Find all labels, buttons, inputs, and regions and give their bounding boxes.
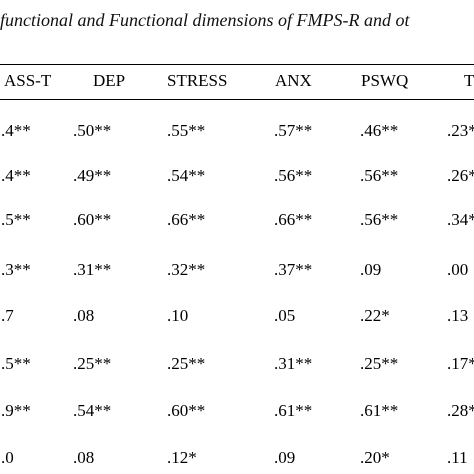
table-cell: .37**: [274, 260, 313, 279]
table-cell: .49**: [73, 166, 112, 185]
table-cell: .5**: [1, 210, 31, 229]
table-cell: .50**: [73, 121, 112, 140]
table-cell: .61**: [274, 401, 313, 420]
table-cell: .54**: [167, 166, 206, 185]
table-cell: .25**: [167, 354, 206, 373]
table-cell: .56**: [360, 166, 399, 185]
column-header-pswq: PSWQ: [361, 71, 409, 90]
table-cell: .09: [274, 448, 296, 467]
table-cell: .08: [73, 448, 95, 467]
table-cell: .25**: [73, 354, 112, 373]
table-row: .3** .31** .32** .37** .09 .00: [0, 259, 474, 283]
table-cell: .12*: [167, 448, 197, 467]
table-cell: .66**: [167, 210, 206, 229]
table-cell: .31**: [274, 354, 313, 373]
table-cell: .4**: [1, 166, 31, 185]
table-cell: .05: [274, 306, 296, 325]
table-cell: .09: [360, 260, 382, 279]
table-cell: .46**: [360, 121, 399, 140]
table-cell: .4**: [1, 121, 31, 140]
table-row: .4** .49** .54** .56** .56** .26*: [0, 165, 474, 189]
table-cell: .31**: [73, 260, 112, 279]
column-header-stress: STRESS: [167, 71, 228, 90]
table-cell: .66**: [274, 210, 313, 229]
table-cell: .3**: [1, 260, 31, 279]
table-cell: .26*: [447, 166, 474, 185]
table-cell: .11: [447, 448, 468, 467]
table-row: .5** .60** .66** .66** .56** .34*: [0, 209, 474, 233]
table-cell: .00: [447, 260, 469, 279]
column-header-ass-t: ASS-T: [4, 71, 52, 90]
table-row: .5** .25** .25** .31** .25** .17*: [0, 353, 474, 377]
table-cell: .13: [447, 306, 469, 325]
table-cell: .17*: [447, 354, 474, 373]
table-cell: .25**: [360, 354, 399, 373]
table-cell: .55**: [167, 121, 206, 140]
table-cell: .60**: [73, 210, 112, 229]
table-cell: .56**: [274, 166, 313, 185]
table-cell: .28*: [447, 401, 474, 420]
table-cell: .54**: [73, 401, 112, 420]
column-header-anx: ANX: [275, 71, 312, 90]
table-top-rule: [0, 64, 474, 65]
table-cell: .10: [167, 306, 189, 325]
table-cell: .5**: [1, 354, 31, 373]
table-cell: .60**: [167, 401, 206, 420]
table-cell: .32**: [167, 260, 206, 279]
table-row: .0 .08 .12* .09 .20* .11: [0, 447, 474, 471]
table-row: .4** .50** .55** .57** .46** .23*: [0, 120, 474, 144]
table-cell: .34*: [447, 210, 474, 229]
table-cell: .9**: [1, 401, 31, 420]
column-header-dep: DEP: [93, 71, 126, 90]
table-cell: .7: [1, 306, 14, 325]
table-cell: .0: [1, 448, 14, 467]
table-row: .7 .08 .10 .05 .22* .13: [0, 305, 474, 329]
table-cell: .23*: [447, 121, 474, 140]
table-row: .9** .54** .60** .61** .61** .28*: [0, 400, 474, 424]
column-header-truncated: T: [464, 71, 474, 90]
table-cell: .22*: [360, 306, 390, 325]
table-cell: .57**: [274, 121, 313, 140]
table-cell: .08: [73, 306, 95, 325]
table-cell: .56**: [360, 210, 399, 229]
table-cell: .20*: [360, 448, 390, 467]
table-caption: functional and Functional dimensions of …: [0, 10, 410, 30]
table-header-rule: [0, 99, 474, 100]
table-header-row: ASS-T DEP STRESS ANX PSWQ T: [0, 70, 474, 94]
table-cell: .61**: [360, 401, 399, 420]
